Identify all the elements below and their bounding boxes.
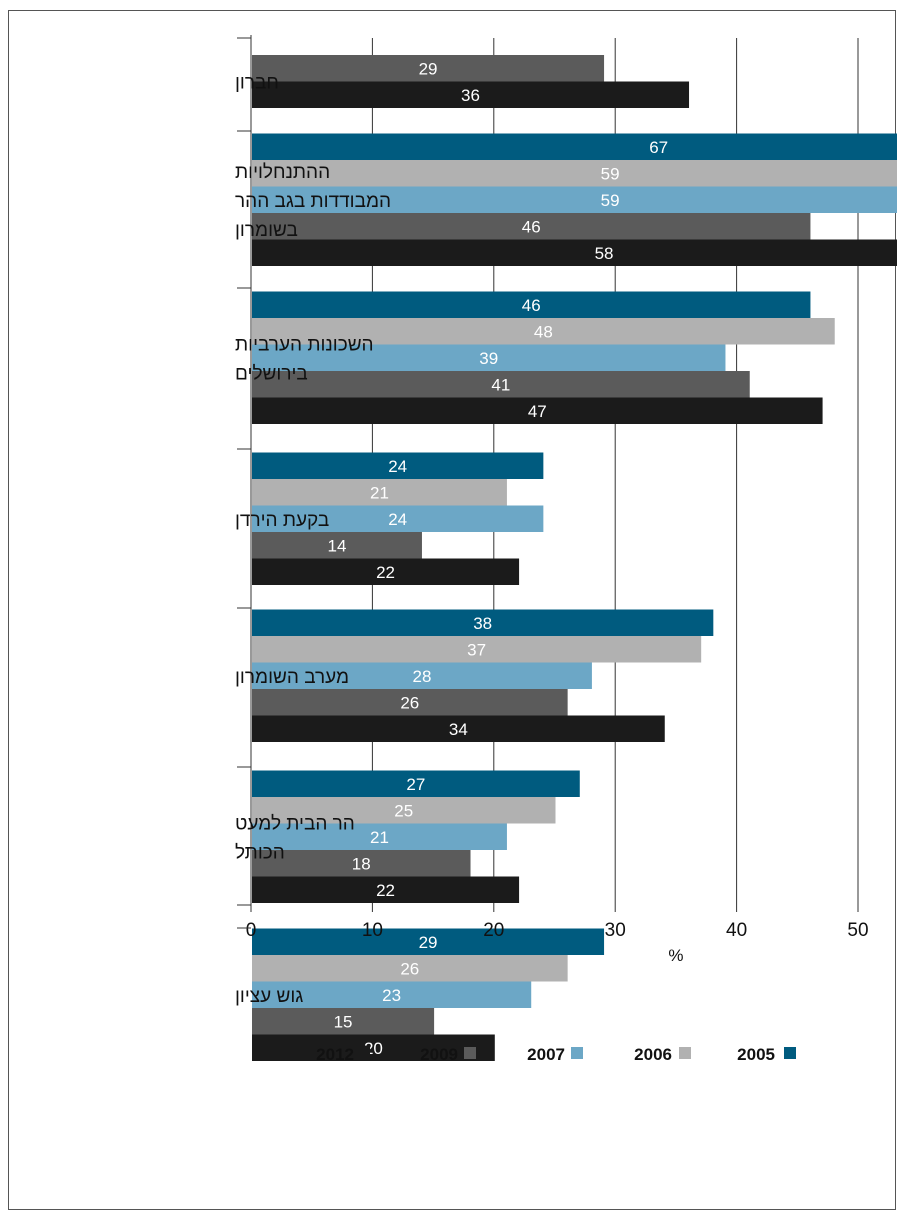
- legend-label: 2012: [316, 1045, 354, 1064]
- bar-value-label: 27: [406, 775, 425, 794]
- bar-2007: [252, 186, 897, 213]
- category-label: הר הבית למעט הכותל: [235, 813, 355, 863]
- bar-2005: [252, 133, 897, 160]
- bar-value-label: 36: [461, 86, 480, 105]
- legend-item-2007: 2007: [527, 1045, 583, 1064]
- bar-2006: [252, 160, 897, 187]
- bar-value-label: 34: [449, 720, 468, 739]
- bar-2005: [252, 609, 714, 636]
- bar-value-label: 26: [400, 693, 419, 712]
- bar-2012: [252, 876, 520, 903]
- x-tick-label: 0: [246, 920, 257, 941]
- legend-item-2009: 2009: [420, 1045, 476, 1064]
- chart-frame: 36 29 58 46 59 59 67 47 41 39 48 46 22 14 24 21 24 34 26 28…: [8, 10, 897, 1210]
- x-tick-label: 30: [605, 920, 626, 941]
- bar-2005: [252, 452, 544, 479]
- bar-2007: [252, 344, 726, 371]
- bar-value-label: 37: [467, 640, 486, 659]
- category-label: השכונות הערביות בירושלים: [235, 334, 374, 384]
- bar-2012: [252, 558, 520, 585]
- bar-2009: [252, 850, 471, 877]
- bar-2007: [252, 505, 544, 532]
- bar-2006: [252, 479, 507, 506]
- bar-value-label: 24: [388, 510, 407, 529]
- bar-2006: [252, 955, 568, 982]
- bar-2006: [252, 797, 556, 824]
- bar-2009: [252, 532, 422, 559]
- bar-value-label: 39: [479, 349, 498, 368]
- bar-value-label: 15: [334, 1012, 353, 1031]
- bar-2012: [252, 81, 690, 108]
- category-label: חברון: [235, 73, 279, 94]
- bar-2012: [252, 1034, 495, 1061]
- category-labels: חברון ההתנחלויות המבודדות בגב ההר בשומרון הש…: [235, 73, 391, 1007]
- bar-value-label: 24: [388, 457, 407, 476]
- bar-value-label: 46: [522, 296, 541, 315]
- legend-swatch: [358, 1047, 370, 1059]
- bar-2007: [252, 823, 507, 850]
- bar-2005: [252, 291, 811, 318]
- bar-value-label: 29: [419, 933, 438, 952]
- category-label: גוש עציון: [235, 986, 303, 1007]
- legend-label: 2009: [420, 1045, 458, 1064]
- bar-value-label: 21: [370, 483, 389, 502]
- bar-value-label: 22: [376, 881, 395, 900]
- legend-swatch: [464, 1047, 476, 1059]
- bar-value-label: 47: [528, 402, 547, 421]
- x-tick-label: 50: [847, 920, 868, 941]
- bar-2009: [252, 371, 750, 398]
- bar-value-label: 38: [473, 614, 492, 633]
- bar-value-label: 26: [400, 959, 419, 978]
- bar-value-label: 22: [376, 563, 395, 582]
- category-label: מערב השומרון: [235, 667, 349, 688]
- bar-chart: 36 29 58 46 59 59 67 47 41 39 48 46 22 14 24 21 24 34 26 28…: [235, 35, 897, 1064]
- bar-value-label: 58: [595, 244, 614, 263]
- bar-value-label: 48: [534, 322, 553, 341]
- bar-value-label: 46: [522, 217, 541, 236]
- bar-value-label: 59: [601, 164, 620, 183]
- legend-item-2006: 2006: [634, 1045, 691, 1064]
- bar-value-label: 14: [328, 536, 347, 555]
- x-tick-label: 40: [726, 920, 747, 941]
- legend-label: 2007: [527, 1045, 565, 1064]
- x-axis-unit-label: %: [668, 946, 683, 965]
- bar-2006: [252, 318, 835, 345]
- bar-2012: [252, 239, 897, 266]
- legend-swatch: [679, 1047, 691, 1059]
- legend-swatch: [571, 1047, 583, 1059]
- bar-value-label: 28: [412, 667, 431, 686]
- bar-value-label: 59: [601, 191, 620, 210]
- bar-value-label: 23: [382, 986, 401, 1005]
- bar-value-label: 29: [419, 59, 438, 78]
- bar-2009: [252, 55, 605, 82]
- bar-2009: [252, 213, 811, 240]
- legend-item-2012: 2012: [316, 1045, 370, 1064]
- category-label: ההתנחלויות המבודדות בגב ההר בשומרון: [235, 162, 391, 241]
- legend-label: 2005: [737, 1045, 775, 1064]
- bar-value-label: 21: [370, 828, 389, 847]
- bar-2005: [252, 928, 605, 955]
- bar-2009: [252, 689, 568, 716]
- bar-2006: [252, 636, 702, 663]
- legend-swatch: [784, 1047, 796, 1059]
- bar-value-label: 25: [394, 801, 413, 820]
- bar-2012: [252, 715, 665, 742]
- bar-2005: [252, 770, 580, 797]
- legend-label: 2006: [634, 1045, 672, 1064]
- legend-item-2005: 2005: [737, 1045, 796, 1064]
- bar-value-label: 18: [352, 854, 371, 873]
- bar-2007: [252, 981, 532, 1008]
- x-tick-label: 10: [362, 920, 383, 941]
- legend: 2012 2009 2007 2006 2005: [316, 1045, 796, 1064]
- bars: 36 29 58 46 59 59 67 47 41 39 48 46 22 14 24 21 24 34 26 28…: [252, 55, 897, 1061]
- category-label: בקעת הירדן: [235, 510, 329, 531]
- bar-value-label: 67: [649, 138, 668, 157]
- x-tick-label: 20: [483, 920, 504, 941]
- bar-2007: [252, 662, 592, 689]
- axes: 010203040506070%: [237, 35, 869, 965]
- bar-value-label: 41: [491, 375, 510, 394]
- bar-2012: [252, 397, 823, 424]
- bar-2009: [252, 1008, 435, 1035]
